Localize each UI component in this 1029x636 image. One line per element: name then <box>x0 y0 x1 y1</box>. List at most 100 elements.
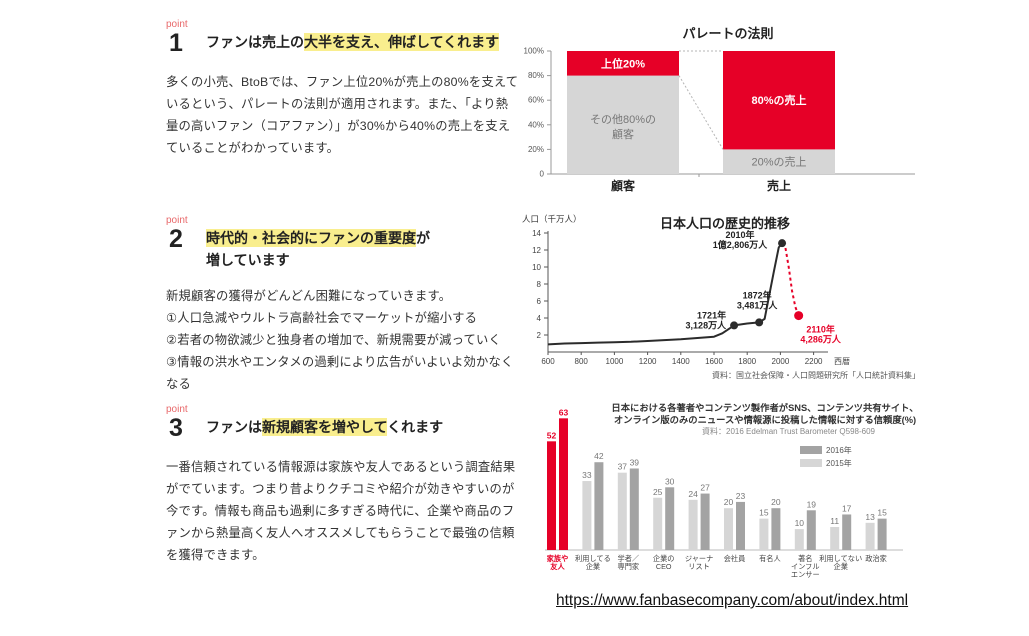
point-2-marker: point 2 <box>166 216 206 254</box>
title-plain: ファンは売上の <box>206 34 304 50</box>
trust-bar-chart: 日本における各著者やコンテンツ製作者がSNS、コンテンツ共有サイト、 オンライン版… <box>543 400 935 592</box>
svg-text:33: 33 <box>582 470 592 480</box>
svg-text:1000: 1000 <box>606 357 624 366</box>
svg-text:39: 39 <box>630 457 640 467</box>
point-1-header: point 1 ファンは売上の大半を支え、伸ばしてくれます <box>166 20 558 58</box>
svg-text:20: 20 <box>771 497 781 507</box>
point-2-body: 新規顧客の獲得がどんどん困難になっていきます。 ①人口急減やウルトラ高齢社会でマ… <box>166 288 514 392</box>
svg-text:有名人: 有名人 <box>759 554 781 563</box>
point-1-marker: point 1 <box>166 20 206 58</box>
pareto-chart-svg: パレートの法則 100% 80% 60% 40% 20% 0 その他80%の顧客 上位20% 顧客… <box>524 26 915 193</box>
svg-text:10: 10 <box>795 518 805 528</box>
svg-text:600: 600 <box>541 357 555 366</box>
point-2-title: 時代的・社会的にファンの重要度が増しています <box>206 216 430 272</box>
point-number: 3 <box>169 414 183 442</box>
point-section-1: point 1 ファンは売上の大半を支え、伸ばしてくれます 多くの小売、BtoB… <box>166 20 558 159</box>
point-3-marker: point 3 <box>166 405 206 443</box>
svg-text:13: 13 <box>865 512 875 522</box>
svg-text:オンライン版のみのニュースや情報源に投稿した情報に対する信頼: オンライン版のみのニュースや情報源に投稿した情報に対する信頼度(%) <box>614 414 916 425</box>
svg-text:売上: 売上 <box>767 178 791 193</box>
svg-text:23: 23 <box>736 491 746 501</box>
svg-text:西暦: 西暦 <box>834 357 850 366</box>
svg-text:80%: 80% <box>528 71 544 80</box>
svg-text:12: 12 <box>532 246 541 255</box>
svg-text:20: 20 <box>724 497 734 507</box>
point-1-body: 多くの小売、BtoBでは、ファン上位20%が売上の80%を支えて いるという、パ… <box>166 74 519 155</box>
point-section-3: point 3 ファンは新規顧客を増やしてくれます 一番信頼されている情報源は家… <box>166 405 558 566</box>
population-line-chart: 日本人口の歴史的推移 人口（千万人） 2 4 6 8 10 12 14 600 800 1000 120… <box>520 212 925 384</box>
svg-text:会社員: 会社員 <box>724 554 746 563</box>
svg-text:利用してない企業: 利用してない企業 <box>819 554 862 571</box>
svg-text:1800: 1800 <box>738 357 756 366</box>
svg-text:顧客: 顧客 <box>611 178 636 193</box>
svg-text:20%の売上: 20%の売上 <box>751 156 806 169</box>
point-label: point <box>166 19 188 30</box>
svg-text:63: 63 <box>559 407 569 417</box>
svg-text:1200: 1200 <box>639 357 657 366</box>
svg-text:2: 2 <box>537 331 542 340</box>
svg-text:15: 15 <box>759 508 769 518</box>
svg-text:80%の売上: 80%の売上 <box>751 93 806 107</box>
svg-text:資料：国立社会保障・人口問題研究所「人口統計資料集」: 資料：国立社会保障・人口問題研究所「人口統計資料集」 <box>712 370 920 380</box>
point-3-header: point 3 ファンは新規顧客を増やしてくれます <box>166 405 558 443</box>
title-line2: 増しています <box>206 252 290 269</box>
svg-text:6: 6 <box>537 297 542 306</box>
title-highlight: 時代的・社会的にファンの重要度 <box>206 229 416 247</box>
svg-text:30: 30 <box>665 476 675 486</box>
title-highlight: 大半を支え、伸ばしてくれます <box>304 33 500 51</box>
svg-text:40%: 40% <box>528 120 544 129</box>
svg-text:日本人口の歴史的推移: 日本人口の歴史的推移 <box>660 216 790 231</box>
svg-text:19: 19 <box>807 499 817 509</box>
point-3-title: ファンは新規顧客を増やしてくれます <box>206 405 443 438</box>
svg-text:家族や友人: 家族や友人 <box>547 554 569 571</box>
svg-text:20%: 20% <box>528 145 544 154</box>
svg-text:14: 14 <box>532 229 541 238</box>
svg-text:資料：2016 Edelman Trust Baromete: 資料：2016 Edelman Trust Barometer Q598-609 <box>702 426 876 436</box>
svg-text:15: 15 <box>877 508 887 518</box>
svg-text:利用してる企業: 利用してる企業 <box>575 554 611 571</box>
point-2-header: point 2 時代的・社会的にファンの重要度が増しています <box>166 216 558 272</box>
svg-text:2016年: 2016年 <box>826 445 852 455</box>
source-url-link[interactable]: https://www.fanbasecompany.com/about/ind… <box>556 592 909 609</box>
point-number: 1 <box>169 29 183 57</box>
svg-text:ジャーナリスト: ジャーナリスト <box>685 554 713 571</box>
point-3-body: 一番信頼されている情報源は家族や友人であるという調査結果 がでています。つまり昔… <box>166 459 516 563</box>
svg-text:800: 800 <box>575 357 589 366</box>
svg-text:25: 25 <box>653 487 663 497</box>
svg-text:10: 10 <box>532 263 541 272</box>
svg-text:2015年: 2015年 <box>826 458 852 468</box>
population-chart-svg: 日本人口の歴史的推移 人口（千万人） 2 4 6 8 10 12 14 600 800 1000 120… <box>522 214 920 380</box>
svg-text:政治家: 政治家 <box>865 554 887 563</box>
svg-text:パレートの法則: パレートの法則 <box>682 26 773 41</box>
svg-text:著名インフルエンサー: 著名インフルエンサー <box>791 554 820 579</box>
point-1-title: ファンは売上の大半を支え、伸ばしてくれます <box>206 20 500 53</box>
svg-text:27: 27 <box>700 483 710 493</box>
point-number: 2 <box>169 225 183 253</box>
svg-text:上位20%: 上位20% <box>601 56 645 70</box>
point-label: point <box>166 404 188 415</box>
svg-text:52: 52 <box>547 430 557 440</box>
title-plain: ファンは <box>206 419 262 435</box>
svg-text:4: 4 <box>537 314 542 323</box>
svg-text:24: 24 <box>688 489 698 499</box>
svg-text:60%: 60% <box>528 96 544 105</box>
svg-text:2000: 2000 <box>772 357 790 366</box>
svg-text:37: 37 <box>618 462 628 472</box>
svg-text:その他80%の顧客: その他80%の顧客 <box>590 113 656 141</box>
title-highlight: 新規顧客を増やして <box>262 418 388 436</box>
title-plain: が <box>416 230 430 246</box>
svg-text:0: 0 <box>540 170 545 179</box>
title-plain: くれます <box>387 419 444 435</box>
svg-text:1400: 1400 <box>672 357 690 366</box>
svg-text:2200: 2200 <box>805 357 823 366</box>
svg-text:100%: 100% <box>524 47 544 56</box>
svg-text:日本における各著者やコンテンツ製作者がSNS、コンテンツ共有: 日本における各著者やコンテンツ製作者がSNS、コンテンツ共有サイト、 <box>611 402 918 413</box>
svg-text:42: 42 <box>594 451 604 461</box>
svg-text:11: 11 <box>830 516 839 526</box>
point-section-2: point 2 時代的・社会的にファンの重要度が増しています 新規顧客の獲得がど… <box>166 216 558 395</box>
